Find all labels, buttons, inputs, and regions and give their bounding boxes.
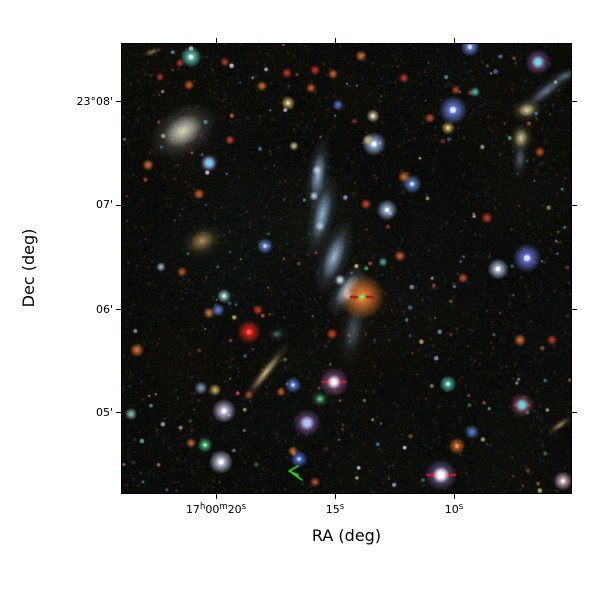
y-tick-label: 07' — [95, 198, 113, 211]
sky-image — [122, 44, 571, 493]
y-tick-label: 23°08' — [76, 94, 113, 108]
y-tick-mark-right — [572, 101, 577, 102]
x-axis-label: RA (deg) — [311, 526, 382, 545]
y-tick-mark-right — [572, 204, 577, 206]
x-tick-label: 10s — [394, 502, 514, 516]
y-tick-mark-right — [572, 412, 577, 413]
y-tick-mark — [116, 101, 121, 102]
y-tick-mark — [116, 309, 121, 310]
x-tick-label-part: 00 — [205, 503, 220, 516]
x-tick-mark — [215, 494, 217, 499]
x-tick-mark-top — [334, 38, 336, 43]
y-tick-mark — [116, 204, 121, 206]
y-tick-mark-right — [572, 309, 577, 310]
x-tick-label-sup: h — [199, 502, 206, 512]
x-tick-label-part: 10 — [444, 503, 459, 516]
x-tick-label-part: 20 — [227, 503, 242, 516]
x-tick-label-part: 15 — [325, 503, 340, 516]
x-tick-label-sup: s — [241, 502, 247, 512]
y-tick-label: 06' — [95, 302, 113, 316]
y-tick-mark — [116, 412, 121, 413]
y-axis-label: Dec (deg) — [19, 228, 38, 308]
x-tick-label: 17h00m20s — [156, 502, 276, 516]
x-tick-mark-top — [215, 38, 217, 43]
x-tick-mark-top — [453, 38, 455, 43]
x-tick-label-sup: s — [339, 502, 345, 512]
x-tick-mark — [453, 494, 455, 499]
x-tick-label-part: 17 — [185, 503, 200, 516]
x-tick-label-sup: m — [219, 502, 228, 512]
x-tick-label-sup: s — [458, 502, 464, 512]
y-tick-label: 05' — [95, 405, 113, 419]
x-tick-mark — [334, 494, 336, 499]
x-tick-label: 15s — [275, 502, 395, 516]
